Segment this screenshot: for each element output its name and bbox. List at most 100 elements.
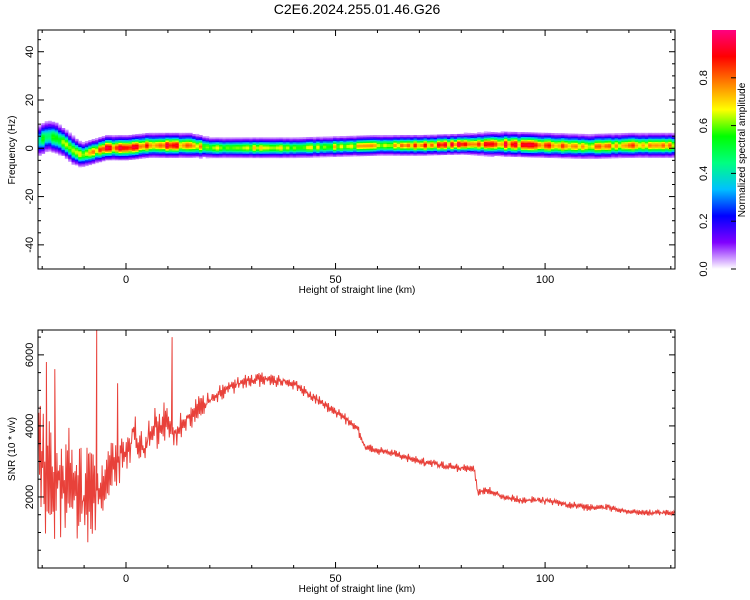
heatmap-cell <box>447 151 451 154</box>
heatmap-cell <box>192 154 196 157</box>
heatmap-cell <box>457 133 461 136</box>
heatmap-cell <box>252 156 257 159</box>
heatmap-cell <box>567 139 572 142</box>
heatmap-cell <box>192 148 196 151</box>
heatmap-cell <box>497 141 502 144</box>
heatmap-cell <box>379 149 384 152</box>
heatmap-cell <box>245 141 250 144</box>
heatmap-cell <box>292 156 297 159</box>
heatmap-cell <box>135 141 139 144</box>
heatmap-cell <box>634 142 639 145</box>
heatmap-cell <box>423 150 428 153</box>
heatmap-cell <box>299 141 304 144</box>
heatmap-cell <box>128 149 133 152</box>
heatmap-cell <box>105 158 109 161</box>
heatmap-cell <box>125 158 129 161</box>
heatmap-cell <box>654 141 659 144</box>
heatmap-cell <box>443 134 448 137</box>
heatmap-cell <box>329 136 334 139</box>
heatmap-cell <box>487 134 492 137</box>
heatmap-cell <box>81 156 86 159</box>
heatmap-cell <box>390 152 394 155</box>
heatmap-cell <box>64 135 69 138</box>
heatmap-cell <box>581 151 585 154</box>
heatmap-cell <box>41 143 46 146</box>
heatmap-cell <box>138 136 143 139</box>
heatmap-cell <box>212 150 217 153</box>
heatmap-cell <box>299 138 304 141</box>
heatmap-cell <box>138 151 143 154</box>
heatmap-cell <box>54 151 59 154</box>
heatmap-cell <box>44 128 49 131</box>
heatmap-cell <box>571 149 575 152</box>
heatmap-cell <box>571 142 575 145</box>
heatmap-cell <box>554 136 559 138</box>
heatmap-cell <box>259 138 264 141</box>
heatmap-cell <box>638 135 642 138</box>
heatmap-cell <box>252 140 257 143</box>
heatmap-cell <box>71 135 76 138</box>
colorbar: 0.00.20.40.60.8 Normalized spectral ampl… <box>698 30 748 277</box>
heatmap-cell <box>48 123 52 126</box>
heatmap-cell <box>544 155 548 158</box>
heatmap-cell <box>353 138 357 141</box>
heatmap-cell <box>299 153 304 156</box>
heatmap-cell <box>567 149 572 152</box>
heatmap-cell <box>366 144 371 146</box>
heatmap-cell <box>648 145 652 148</box>
heatmap-cell <box>239 151 243 154</box>
heatmap-cell <box>339 137 344 140</box>
heatmap-cell <box>664 137 669 140</box>
heatmap-cell <box>289 149 294 151</box>
heatmap-cell <box>111 145 116 148</box>
heatmap-cell <box>51 147 56 150</box>
heatmap-cell <box>195 141 200 143</box>
heatmap-cell <box>480 141 485 144</box>
heatmap-cell <box>151 150 156 153</box>
heatmap-cell <box>282 143 287 146</box>
heatmap-cell <box>534 132 538 135</box>
heatmap-cell <box>296 138 300 141</box>
heatmap-cell <box>235 151 240 154</box>
heatmap-cell <box>71 161 76 164</box>
heatmap-cell <box>537 150 542 152</box>
heatmap-cell <box>530 152 535 155</box>
heatmap-cell <box>182 147 186 150</box>
heatmap-cell <box>131 134 136 137</box>
heatmap-cell <box>379 140 384 143</box>
heatmap-cell <box>550 154 555 157</box>
heatmap-cell <box>68 152 72 155</box>
heatmap-cell <box>198 153 203 156</box>
heatmap-cell <box>550 143 555 145</box>
heatmap-cell <box>44 135 49 138</box>
heatmap-cell <box>614 144 619 147</box>
heatmap-cell <box>158 141 163 144</box>
heatmap-cell <box>185 135 190 138</box>
heatmap-cell <box>668 140 673 142</box>
heatmap-cell <box>621 134 626 137</box>
heatmap-cell <box>584 138 589 141</box>
heatmap-cell <box>346 154 351 157</box>
heatmap-cell <box>430 139 435 141</box>
heatmap-cell <box>470 151 475 154</box>
heatmap-cell <box>118 139 123 142</box>
heatmap-cell <box>403 135 408 137</box>
heatmap-cell <box>44 138 49 141</box>
heatmap-cell <box>175 135 180 138</box>
heatmap-cell <box>118 135 123 138</box>
heatmap-cell <box>416 153 421 156</box>
heatmap-cell <box>219 154 223 157</box>
heatmap-cell <box>168 132 173 135</box>
heatmap-cell <box>121 148 126 151</box>
heatmap-cell <box>58 124 62 127</box>
heatmap-cell <box>581 133 585 136</box>
heatmap-cell <box>406 143 411 146</box>
heatmap-cell <box>78 150 82 153</box>
heatmap-cell <box>208 151 213 154</box>
heatmap-cell <box>664 153 669 155</box>
heatmap-cell <box>316 146 321 149</box>
heatmap-cell <box>259 143 264 146</box>
heatmap-cell <box>84 148 89 151</box>
heatmap-cell <box>363 142 367 145</box>
heatmap-cell <box>336 152 341 154</box>
